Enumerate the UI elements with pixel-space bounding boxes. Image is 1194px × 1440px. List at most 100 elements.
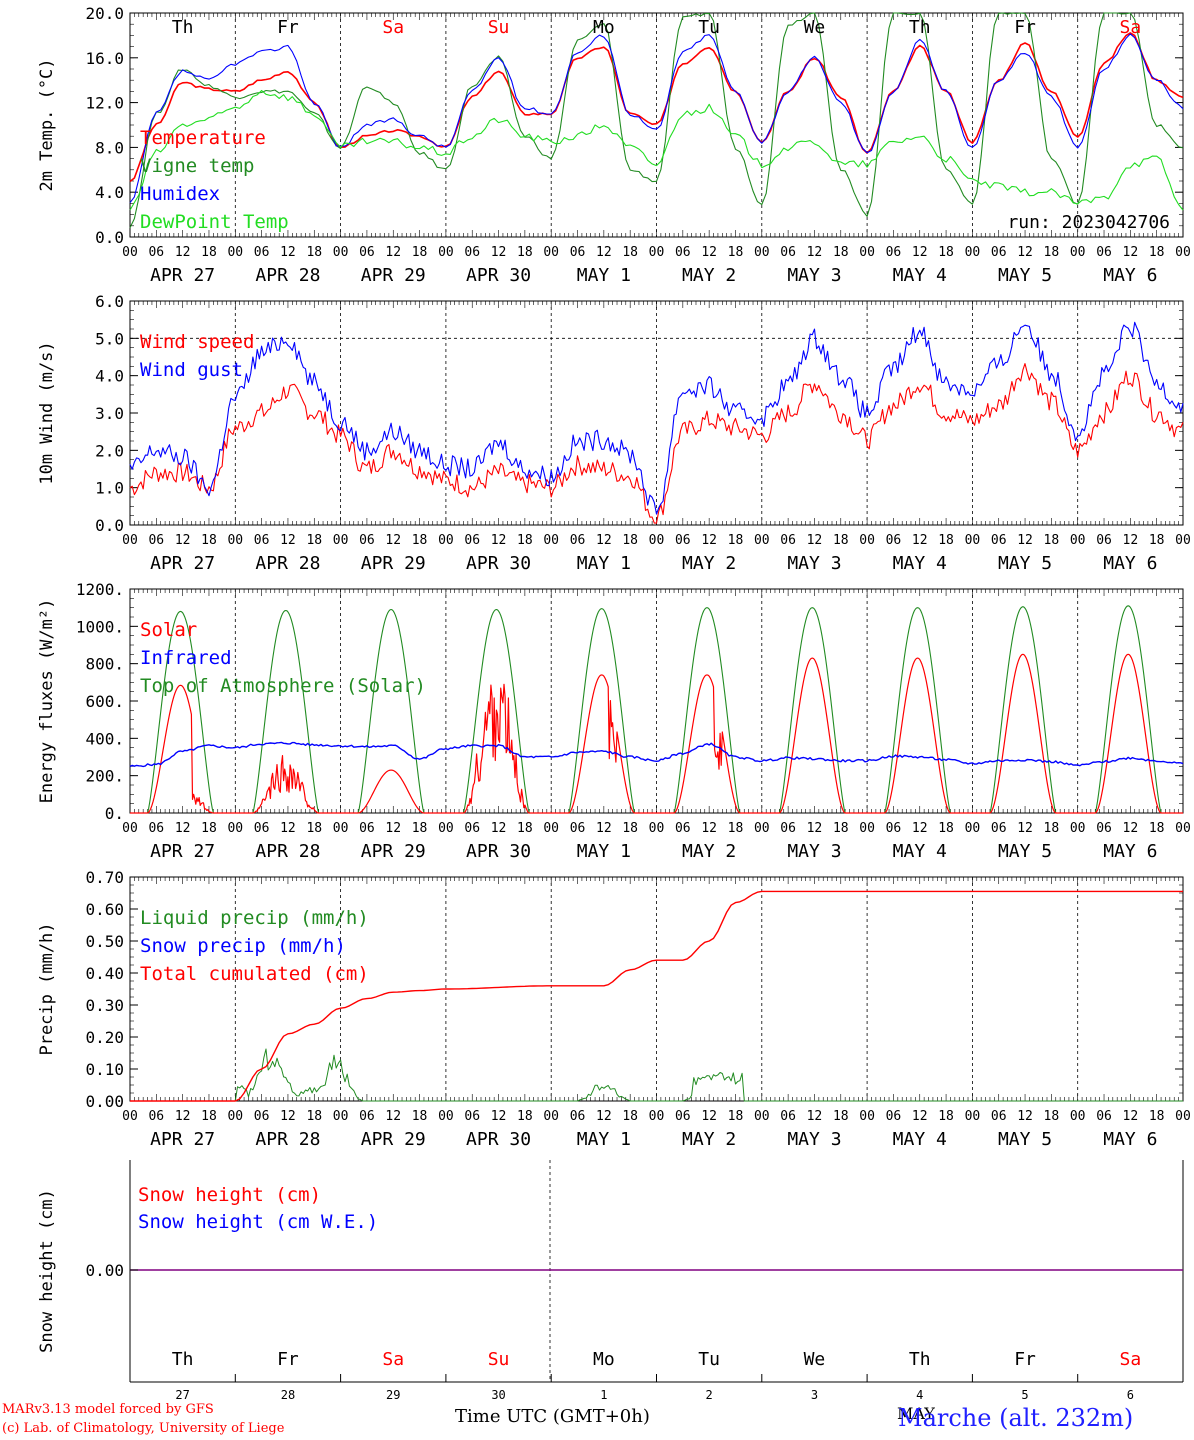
y-axis-label: 2m Temp. (°C)	[37, 58, 57, 191]
x-hour-label: 06	[148, 1109, 164, 1124]
x-date-label: MAY 4	[893, 1129, 947, 1150]
x-hour-label: 00	[649, 821, 665, 836]
x-date-label: MAY 6	[1103, 1129, 1157, 1150]
x-hour-label: 00	[965, 533, 981, 548]
x-hour-label: 00	[649, 533, 665, 548]
x-hour-label: 18	[201, 821, 217, 836]
x-hour-label: 12	[701, 821, 717, 836]
x-hour-label: 06	[991, 1109, 1007, 1124]
legend-entry: Total cumulated (cm)	[140, 963, 369, 985]
x-hour-label: 18	[517, 821, 533, 836]
x-hour-label: 00	[965, 245, 981, 260]
legend-entry: Infrared	[140, 647, 232, 669]
x-hour-label: 00	[754, 245, 770, 260]
plot-frame	[129, 12, 1184, 238]
overlap-label: MAY	[897, 1404, 935, 1423]
x-hour-label: 12	[1017, 245, 1033, 260]
series-line-1	[129, 12, 1184, 228]
x-hour-label: 18	[1044, 1109, 1060, 1124]
x-date-label: APR 29	[361, 553, 426, 574]
x-hour-label: 12	[596, 245, 612, 260]
x-date-label: MAY 1	[577, 553, 631, 574]
x-hour-label: 06	[359, 1109, 375, 1124]
x-hour-label: 06	[675, 533, 691, 548]
y-tick-label: 0.10	[85, 1060, 124, 1079]
x-hour-label: 12	[385, 1109, 401, 1124]
x-hour-label: 06	[886, 821, 902, 836]
x-hour-label: 06	[886, 533, 902, 548]
x-hour-label: 06	[464, 1109, 480, 1124]
y-tick-label: 0.00	[85, 1261, 124, 1280]
cumulated-precip-line	[130, 890, 1183, 1102]
x-hour-label: 00	[859, 533, 875, 548]
y-tick-label: 0.40	[85, 964, 124, 983]
weekday-label: Th	[172, 17, 194, 38]
x-hour-label: 00	[543, 245, 559, 260]
x-hour-label: 00	[1175, 1109, 1191, 1124]
x-hour-label: 00	[438, 245, 454, 260]
x-hour-label: 18	[517, 245, 533, 260]
y-tick-label: 4.0	[95, 183, 124, 202]
x-date-label: MAY 5	[998, 553, 1052, 574]
liquid-precip-line	[130, 1048, 1183, 1102]
y-tick-label: 0.00	[85, 1092, 124, 1111]
credit-line-2: (c) Lab. of Climatology, University of L…	[2, 1421, 285, 1436]
x-date-label: MAY 2	[682, 1129, 736, 1150]
legend-entry: Snow precip (mm/h)	[140, 935, 346, 957]
x-hour-label: 12	[807, 533, 823, 548]
x-hour-label: 06	[780, 533, 796, 548]
series-line-3	[129, 89, 1184, 211]
x-hour-label: 00	[859, 1109, 875, 1124]
station-label: Marche (alt. 232m)	[898, 1404, 1134, 1432]
infrared-line	[129, 741, 1184, 768]
x-date-label: APR 28	[255, 841, 320, 862]
x-hour-label: 18	[412, 245, 428, 260]
x-hour-label: 06	[780, 245, 796, 260]
x-hour-label: 12	[912, 533, 928, 548]
x-hour-label: 06	[254, 821, 270, 836]
x-hour-label: 12	[175, 821, 191, 836]
legend-entry: Wind gust	[140, 359, 243, 381]
x-hour-label: 18	[1149, 245, 1165, 260]
x-hour-label: 18	[1044, 245, 1060, 260]
y-axis-label: 10m Wind (m/s)	[37, 341, 57, 484]
x-date-label: MAY 1	[577, 841, 631, 862]
weekday-label: Sa	[382, 1349, 404, 1370]
y-axis-label: Energy fluxes (W/m²)	[37, 599, 57, 804]
x-date-label: MAY 5	[998, 1129, 1052, 1150]
x-date-label: APR 29	[361, 265, 426, 286]
day-number-label: 28	[281, 1388, 295, 1402]
x-hour-label: 18	[728, 245, 744, 260]
x-date-label: APR 30	[466, 553, 531, 574]
x-hour-label: 00	[333, 533, 349, 548]
x-hour-label: 06	[886, 245, 902, 260]
x-hour-label: 18	[201, 533, 217, 548]
x-hour-label: 06	[991, 533, 1007, 548]
y-tick-label: 12.0	[85, 94, 124, 113]
y-tick-label: 1.0	[95, 479, 124, 498]
weekday-label: We	[804, 17, 826, 38]
x-date-label: APR 30	[466, 841, 531, 862]
y-tick-label: 0.30	[85, 996, 124, 1015]
x-hour-label: 06	[780, 1109, 796, 1124]
x-hour-label: 00	[543, 1109, 559, 1124]
weekday-label: Su	[488, 1349, 510, 1370]
weekday-label: Fr	[1014, 17, 1036, 38]
x-hour-label: 18	[517, 1109, 533, 1124]
x-hour-label: 00	[1070, 1109, 1086, 1124]
x-hour-label: 06	[254, 1109, 270, 1124]
x-hour-label: 06	[1096, 821, 1112, 836]
panel-snow: 0.00 Snow height (cm) Snow height (cm) Snow…	[37, 1160, 1184, 1402]
x-hour-label: 00	[438, 821, 454, 836]
x-hour-label: 06	[570, 245, 586, 260]
x-hour-label: 18	[728, 821, 744, 836]
x-hour-label: 06	[570, 1109, 586, 1124]
y-tick-label: 3.0	[95, 404, 124, 423]
x-hour-label: 00	[859, 821, 875, 836]
x-hour-label: 00	[754, 533, 770, 548]
x-hour-label: 00	[227, 821, 243, 836]
x-date-label: APR 28	[255, 265, 320, 286]
x-date-label: MAY 3	[787, 553, 841, 574]
weekday-label: Th	[909, 17, 931, 38]
x-date-label: MAY 5	[998, 265, 1052, 286]
